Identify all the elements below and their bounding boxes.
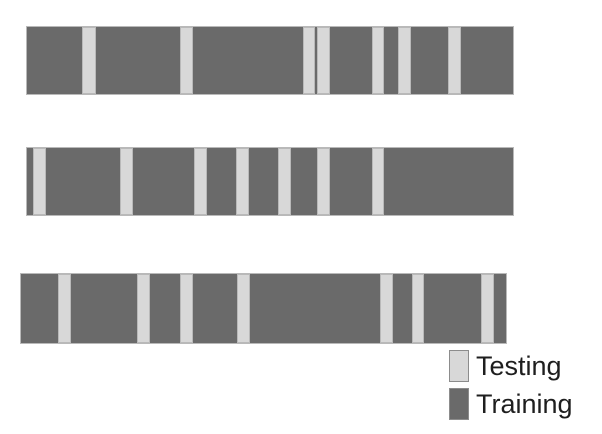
testing-slice: [412, 274, 424, 343]
testing-slice: [481, 274, 494, 343]
testing-slice: [82, 27, 96, 94]
testing-slice: [237, 274, 250, 343]
testing-slice: [236, 148, 249, 215]
testing-slice: [180, 274, 193, 343]
testing-slice: [180, 27, 193, 94]
testing-slice: [58, 274, 71, 343]
testing-slice: [137, 274, 150, 343]
testing-slice: [380, 274, 393, 343]
testing-slice: [194, 148, 207, 215]
data-bar-2: [26, 147, 514, 216]
testing-slice: [372, 148, 384, 215]
legend-label-training: Training: [476, 389, 573, 419]
testing-slice: [278, 148, 291, 215]
testing-slice: [33, 148, 46, 215]
legend-label-testing: Testing: [476, 351, 562, 381]
data-bar-3: [20, 273, 507, 344]
testing-slice: [372, 27, 384, 94]
testing-slice: [317, 148, 330, 215]
data-bar-1: [26, 26, 514, 95]
testing-slice: [120, 148, 133, 215]
testing-slice: [317, 27, 330, 94]
testing-slice: [303, 27, 315, 94]
legend-swatch-testing: [449, 350, 469, 382]
legend-swatch-training: [449, 388, 469, 420]
testing-slice: [448, 27, 461, 94]
testing-slice: [398, 27, 411, 94]
